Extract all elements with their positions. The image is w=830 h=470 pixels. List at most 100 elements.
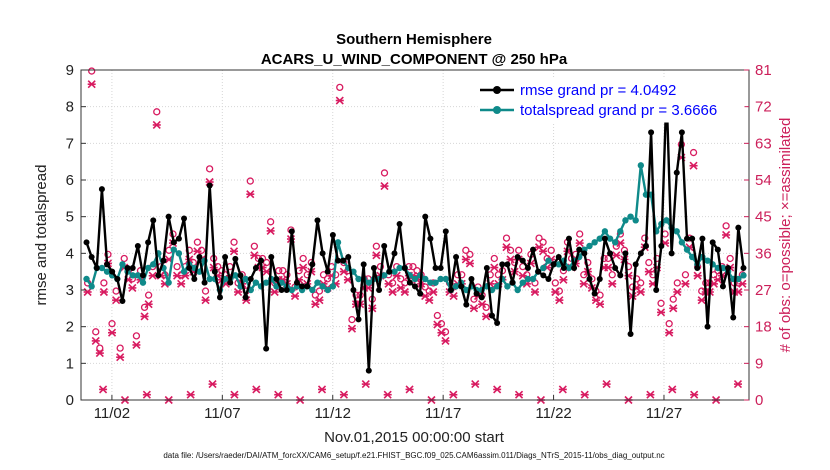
obs-assimilated-point: [656, 308, 666, 317]
obs-assimilated-point: [335, 96, 344, 105]
rmse-point: [232, 255, 239, 262]
obs-assimilated-point: [433, 320, 442, 329]
obs-assimilated-point: [234, 287, 243, 297]
rmse-point: [191, 276, 198, 282]
obs-assimilated-point: [437, 328, 446, 337]
obs-assimilated-point: [116, 353, 125, 362]
totalspread-point: [165, 279, 172, 286]
rmse-point: [181, 215, 188, 222]
totalspread-point: [206, 275, 213, 283]
obs-assimilated-point: [673, 287, 682, 297]
obs-assimilated-point: [665, 328, 674, 337]
totalspread-point: [622, 217, 629, 224]
obs-possible-point: [100, 279, 108, 287]
obs-assimilated-point: [595, 300, 605, 309]
rmse-point: [735, 224, 742, 231]
rmse-point: [545, 276, 552, 282]
rmse-point: [222, 254, 229, 260]
rmse-point: [483, 265, 490, 271]
totalspread-point: [252, 279, 260, 286]
x-tick-label: 11/07: [204, 405, 240, 422]
rmse-point: [391, 250, 398, 257]
rmse-point: [607, 250, 614, 257]
obs-possible-point: [153, 108, 161, 116]
rmse-point: [119, 298, 126, 304]
rmse-point: [345, 254, 352, 260]
y-tick-label: 8: [66, 99, 74, 116]
rmse-point: [335, 257, 342, 264]
rmse-point: [252, 265, 259, 271]
obs-assimilated-point: [372, 251, 381, 260]
rmse-point: [360, 261, 367, 268]
obs-low-point: [514, 390, 524, 399]
obs-assimilated-point: [551, 287, 560, 297]
rmse-point: [581, 250, 588, 257]
rmse-point: [632, 261, 639, 268]
rmse-point: [304, 283, 311, 290]
obs-low-point: [690, 390, 699, 399]
rmse-point: [648, 129, 655, 136]
rmse-point: [211, 268, 218, 275]
obs-possible-point: [92, 328, 100, 336]
obs-possible-point: [409, 262, 417, 271]
totalspread-point: [504, 283, 511, 290]
totalspread-point: [540, 264, 547, 272]
obs-possible-point: [421, 283, 429, 291]
obs-assimilated-point: [229, 247, 239, 256]
totalspread-point: [334, 239, 342, 246]
totalspread-point: [442, 275, 449, 283]
obs-low-point: [471, 380, 480, 389]
obs-low-point: [646, 390, 655, 399]
rmse-point: [601, 235, 608, 242]
rmse-point: [694, 265, 701, 271]
obs-assimilated-point: [140, 312, 149, 321]
obs-assimilated-point: [478, 300, 487, 309]
rmse-point: [109, 268, 116, 275]
obs-low-point: [361, 380, 370, 389]
rmse-point: [668, 250, 675, 257]
rmse-point: [637, 250, 644, 257]
obs-assimilated-point: [722, 230, 731, 240]
y-axis-label: rmse and totalspread: [33, 165, 50, 306]
totalspread-point: [88, 283, 95, 290]
rmse-point: [478, 294, 485, 301]
y-tick-label: 5: [66, 209, 74, 226]
totalspread-point: [688, 253, 696, 261]
obs-low-point: [493, 385, 502, 394]
obs-possible-point: [108, 320, 116, 328]
rmse-point: [442, 228, 449, 235]
obs-assimilated-point: [148, 271, 157, 280]
obs-assimilated-point: [201, 296, 210, 305]
totalspread-point: [396, 264, 403, 272]
rmse-point: [242, 294, 249, 301]
rmse-point: [699, 235, 706, 242]
obs-possible-point: [88, 67, 96, 75]
rmse-point: [540, 272, 547, 279]
y2-tick-label: 27: [755, 282, 772, 299]
obs-assimilated-point: [347, 324, 357, 333]
totalspread-point: [150, 261, 157, 268]
obs-possible-point: [315, 287, 324, 295]
totalspread-point: [678, 239, 686, 246]
rmse-point: [314, 217, 321, 224]
rmse-point: [432, 265, 439, 271]
rmse-point: [293, 279, 300, 286]
obs-assimilated-point: [262, 267, 271, 276]
obs-assimilated-point: [697, 296, 706, 305]
obs-assimilated-point: [177, 279, 186, 288]
obs-possible-point: [413, 267, 421, 275]
totalspread-point: [144, 264, 152, 272]
obs-assimilated-point: [400, 287, 409, 297]
totalspread-point: [411, 275, 419, 283]
obs-possible-point: [641, 234, 649, 242]
rmse-point: [124, 265, 131, 271]
rmse-point: [509, 279, 516, 286]
obs-possible-point: [348, 315, 356, 324]
obs-assimilated-point: [95, 349, 104, 358]
totalspread-point: [175, 250, 183, 257]
obs-low-point: [99, 385, 108, 394]
obs-possible-point: [539, 238, 547, 246]
rmse-point: [417, 290, 424, 297]
rmse-point: [263, 345, 270, 352]
